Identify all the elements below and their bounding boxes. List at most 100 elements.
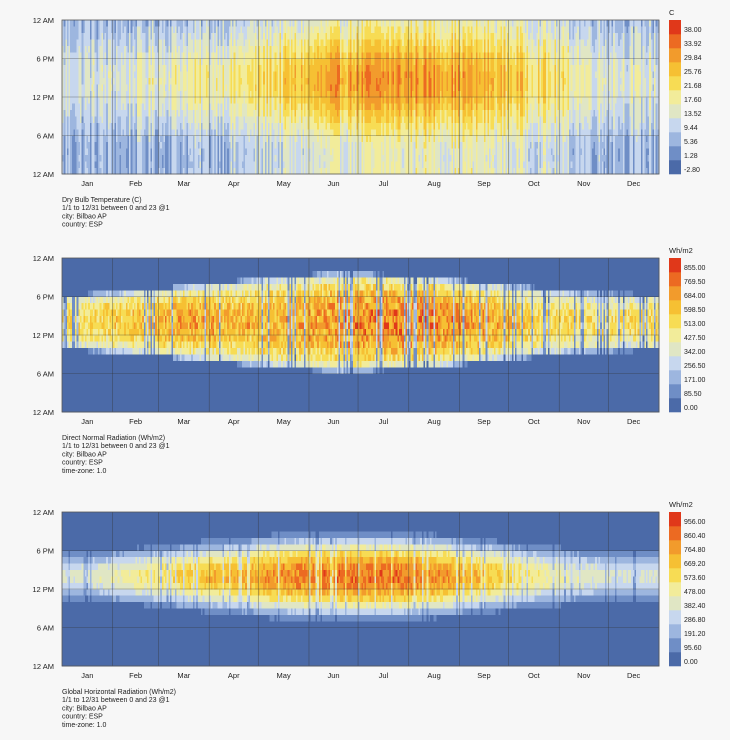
heatmap-cell bbox=[240, 167, 243, 175]
heatmap-cell bbox=[143, 58, 146, 66]
heatmap-cell bbox=[73, 45, 76, 53]
heatmap-cell bbox=[374, 52, 377, 59]
heatmap-cell bbox=[194, 167, 197, 175]
heatmap-cell bbox=[361, 148, 364, 156]
heatmap-cell bbox=[84, 109, 87, 117]
heatmap-cell bbox=[297, 58, 300, 66]
heatmap-cell bbox=[353, 64, 356, 72]
heatmap-cell bbox=[304, 77, 307, 85]
heatmap-cell bbox=[240, 84, 243, 91]
heatmap-cell bbox=[340, 148, 343, 156]
heatmap-cell bbox=[70, 20, 73, 27]
heatmap-cell bbox=[173, 135, 176, 143]
heatmap-cell bbox=[390, 116, 393, 123]
heatmap-cell bbox=[362, 116, 365, 123]
heatmap-cell bbox=[143, 154, 146, 162]
heatmap-cell bbox=[354, 167, 357, 175]
heatmap-cell bbox=[300, 122, 303, 130]
heatmap-cell bbox=[178, 135, 181, 143]
heatmap-cell bbox=[158, 167, 161, 175]
heatmap-cell bbox=[292, 109, 295, 117]
heatmap-cell bbox=[65, 77, 68, 85]
heatmap-cell bbox=[269, 129, 272, 136]
heatmap-cell bbox=[317, 32, 320, 40]
heatmap-cell bbox=[290, 71, 293, 79]
heatmap-cell bbox=[165, 109, 168, 117]
heatmap-cell bbox=[140, 71, 143, 79]
heatmap-cell bbox=[308, 39, 311, 46]
heatmap-cell bbox=[86, 52, 89, 59]
heatmap-cell bbox=[336, 52, 339, 59]
heatmap-cell bbox=[65, 64, 68, 72]
heatmap-cell bbox=[302, 90, 305, 98]
heatmap-cell bbox=[338, 64, 341, 72]
heatmap-cell bbox=[145, 161, 148, 168]
heatmap-cell bbox=[76, 77, 79, 85]
heatmap-cell bbox=[343, 154, 346, 162]
heatmap-cell bbox=[371, 116, 374, 123]
heatmap-cell bbox=[86, 84, 89, 91]
heatmap-cell bbox=[201, 45, 204, 53]
heatmap-cell bbox=[372, 167, 375, 175]
heatmap-cell bbox=[196, 167, 199, 175]
heatmap-cell bbox=[205, 84, 208, 91]
heatmap-cell bbox=[356, 161, 359, 168]
heatmap-cell bbox=[174, 39, 177, 46]
heatmap-cell bbox=[151, 58, 154, 66]
heatmap-cell bbox=[230, 116, 233, 123]
heatmap-cell bbox=[258, 167, 261, 175]
heatmap-cell bbox=[212, 77, 215, 85]
heatmap-cell bbox=[101, 45, 104, 53]
heatmap-cell bbox=[349, 64, 352, 72]
heatmap-cell bbox=[148, 148, 151, 156]
heatmap-cell bbox=[258, 77, 261, 85]
heatmap-cell bbox=[250, 103, 253, 111]
heatmap-cell bbox=[302, 52, 305, 59]
heatmap-cell bbox=[62, 26, 64, 34]
heatmap-cell bbox=[217, 129, 220, 136]
heatmap-cell bbox=[240, 148, 243, 156]
heatmap-cell bbox=[377, 64, 380, 72]
heatmap-cell bbox=[235, 141, 238, 149]
heatmap-cell bbox=[300, 161, 303, 168]
heatmap-cell bbox=[333, 148, 336, 156]
heatmap-cell bbox=[241, 26, 244, 34]
heatmap-cell bbox=[289, 154, 292, 162]
heatmap-cell bbox=[173, 58, 176, 66]
heatmap-cell bbox=[196, 26, 199, 34]
heatmap-cell bbox=[243, 32, 246, 40]
heatmap-cell bbox=[84, 32, 87, 40]
heatmap-cell bbox=[237, 71, 239, 79]
heatmap-cell bbox=[253, 141, 256, 149]
heatmap-cell bbox=[65, 90, 68, 98]
heatmap-cell bbox=[102, 52, 105, 59]
heatmap-cell bbox=[377, 154, 380, 162]
heatmap-cell bbox=[292, 141, 295, 149]
heatmap-cell bbox=[125, 32, 128, 40]
heatmap-cell bbox=[320, 64, 323, 72]
heatmap-cell bbox=[323, 167, 326, 175]
heatmap-cell bbox=[400, 135, 403, 143]
heatmap-cell bbox=[81, 71, 84, 79]
heatmap-cell bbox=[97, 135, 100, 143]
heatmap-cell bbox=[75, 97, 78, 104]
heatmap-cell bbox=[364, 97, 367, 104]
heatmap-cell bbox=[318, 26, 321, 34]
heatmap-cell bbox=[76, 109, 79, 117]
heatmap-cell bbox=[377, 58, 380, 66]
heatmap-cell bbox=[168, 148, 171, 156]
heatmap-cell bbox=[122, 64, 125, 72]
heatmap-cell bbox=[63, 161, 66, 168]
heatmap-cell bbox=[187, 154, 190, 162]
heatmap-cell bbox=[223, 154, 226, 162]
heatmap-cell bbox=[385, 148, 388, 156]
heatmap-cell bbox=[176, 97, 179, 104]
heatmap-cell bbox=[299, 148, 302, 156]
heatmap-cell bbox=[232, 64, 235, 72]
heatmap-cell bbox=[325, 122, 328, 130]
heatmap-cell bbox=[326, 161, 329, 168]
heatmap-cell bbox=[214, 90, 217, 98]
heatmap-cell bbox=[202, 167, 205, 175]
heatmap-cell bbox=[219, 148, 222, 156]
heatmap-cell bbox=[219, 90, 222, 98]
